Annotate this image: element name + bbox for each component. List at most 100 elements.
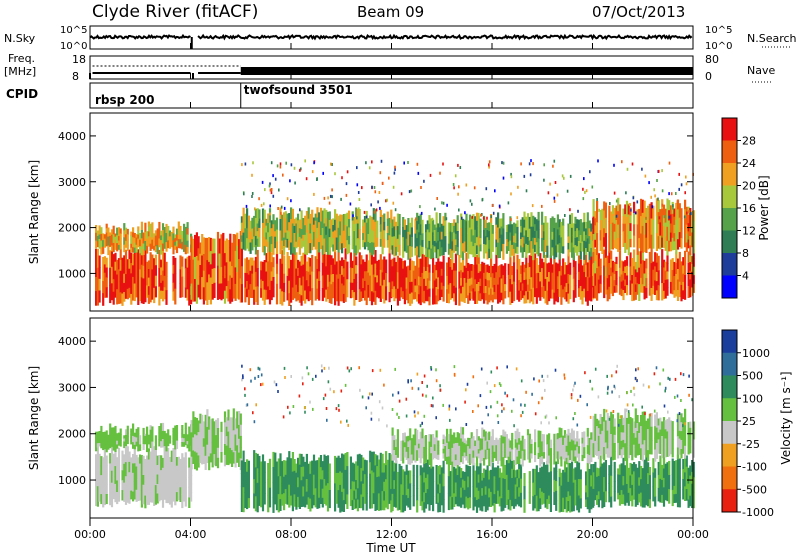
heatmap-cell <box>110 266 114 284</box>
heatmap-cell <box>246 459 249 473</box>
heatmap-cell <box>275 229 279 243</box>
heatmap-cell <box>246 257 249 266</box>
heatmap-cell <box>534 448 537 456</box>
heatmap-cell <box>556 289 559 303</box>
heatmap-cell <box>673 261 676 270</box>
heatmap-cell <box>305 479 308 493</box>
heatmap-cell <box>618 495 622 506</box>
heatmap-cell <box>383 268 386 281</box>
heatmap-cell <box>491 488 494 498</box>
heatmap-cell <box>468 448 472 455</box>
heatmap-cell <box>281 250 284 265</box>
heatmap-cell <box>337 252 340 266</box>
heatmap-cell <box>161 422 165 432</box>
heatmap-cell <box>256 468 259 484</box>
heatmap-cell <box>222 232 225 256</box>
heatmap-cell <box>358 471 361 491</box>
heatmap-cell <box>485 187 488 191</box>
heatmap-cell <box>398 416 400 419</box>
heatmap-cell <box>653 372 656 376</box>
heatmap-cell <box>374 250 377 265</box>
heatmap-cell <box>275 497 279 511</box>
heatmap-cell <box>572 440 575 452</box>
heatmap-cell <box>390 278 393 289</box>
heatmap-cell <box>556 263 559 277</box>
heatmap-cell <box>195 255 198 281</box>
heatmap-cell <box>442 499 445 513</box>
heatmap-cell <box>558 235 561 244</box>
heatmap-cell <box>332 225 335 232</box>
heatmap-cell <box>261 180 264 184</box>
heatmap-cell <box>659 382 661 386</box>
heatmap-cell <box>451 454 454 462</box>
heatmap-cell <box>163 287 166 300</box>
heatmap-cell <box>109 494 112 506</box>
heatmap-cell <box>608 474 611 484</box>
heatmap-cell <box>671 213 674 227</box>
nave-label: Nave <box>747 64 775 77</box>
heatmap-cell <box>538 379 540 383</box>
heatmap-cell <box>510 172 512 176</box>
heatmap-cell <box>449 223 452 233</box>
heatmap-cell <box>560 437 563 448</box>
heatmap-cell <box>149 464 152 478</box>
heatmap-cell <box>437 440 440 446</box>
heatmap-cell <box>553 159 556 163</box>
heatmap-cell <box>680 208 683 219</box>
heatmap-cell <box>321 275 324 289</box>
heatmap-cell <box>483 283 486 294</box>
heatmap-cell <box>151 254 154 270</box>
heatmap-cell <box>574 238 577 246</box>
heatmap-cell <box>386 459 389 477</box>
heatmap-cell <box>472 246 475 258</box>
heatmap-cell <box>123 454 126 465</box>
heatmap-cell <box>673 233 676 242</box>
heatmap-cell <box>624 214 627 225</box>
heatmap-cell <box>325 465 328 477</box>
heatmap-cell <box>440 275 443 284</box>
heatmap-cell <box>225 455 228 465</box>
heatmap-cell <box>351 220 354 231</box>
heatmap-cell <box>622 466 625 477</box>
heatmap-cell <box>355 480 358 490</box>
heatmap-cell <box>657 487 660 502</box>
heatmap-cell <box>678 217 681 233</box>
heatmap-cell <box>596 268 599 285</box>
heatmap-cell <box>149 451 152 465</box>
heatmap-cell <box>483 244 486 259</box>
heatmap-cell <box>562 454 565 460</box>
heatmap-cell <box>240 473 243 487</box>
heatmap-cell <box>398 244 401 256</box>
heatmap-cell <box>232 430 235 442</box>
heatmap-cell <box>659 429 662 443</box>
heatmap-cell <box>542 493 545 504</box>
heatmap-cell <box>151 231 154 241</box>
heatmap-cell <box>105 494 108 505</box>
heatmap-cell <box>112 279 115 293</box>
heatmap-cell <box>184 244 187 255</box>
heatmap-cell <box>400 447 403 455</box>
heatmap-cell <box>342 477 345 490</box>
heatmap-cell <box>596 495 599 505</box>
heatmap-cell <box>490 477 493 485</box>
heatmap-cell <box>414 240 417 249</box>
heatmap-cell <box>288 280 291 294</box>
heatmap-cell <box>555 450 558 459</box>
heatmap-cell <box>491 453 494 463</box>
heatmap-cell <box>562 266 565 275</box>
heatmap-cell <box>618 433 622 441</box>
heatmap-cell <box>241 378 243 382</box>
heatmap-cell <box>479 231 482 239</box>
heatmap-cell <box>625 465 629 476</box>
heatmap-cell <box>631 162 634 166</box>
heatmap-cell <box>486 296 489 305</box>
heatmap-cell <box>160 275 163 284</box>
heatmap-cell <box>161 477 165 489</box>
heatmap-cell <box>590 239 593 249</box>
heatmap-cell <box>569 208 571 212</box>
heatmap-cell <box>321 461 324 471</box>
heatmap-cell <box>463 480 466 491</box>
heatmap-cell <box>130 231 133 237</box>
heatmap-cell <box>341 257 344 267</box>
heatmap-cell <box>393 480 396 490</box>
